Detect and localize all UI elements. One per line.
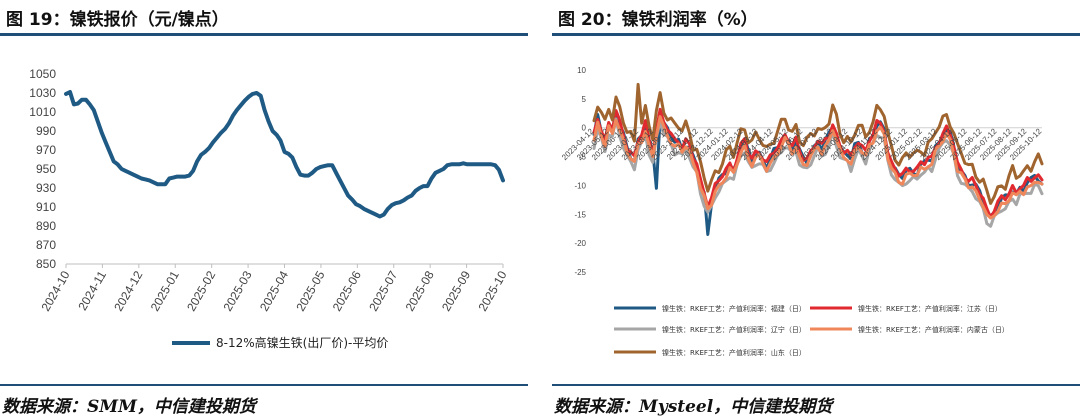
left-y-tick-label: 930 xyxy=(36,181,56,195)
right-y-tick-label: -20 xyxy=(574,239,586,248)
left-y-tick-label: 910 xyxy=(36,200,56,214)
left-y-tick-label: 870 xyxy=(36,238,56,252)
left-x-tick-label: 2025-02 xyxy=(184,268,218,313)
right-chart-title: 图 20：镍铁利润率（%） xyxy=(558,10,758,30)
right-y-tick-label: -10 xyxy=(574,181,586,190)
left-source: 数据来源：SMM，中信建投期货 xyxy=(2,397,256,417)
left-y-tick-label: 950 xyxy=(36,162,56,176)
right-legend-label: 镍生铁：RKEF工艺：产值利润率：辽宁（日） xyxy=(662,325,806,334)
left-panel: 图 19：镍铁报价（元/镍点） 1050 1030 1010 990 970 950 930… xyxy=(0,0,528,418)
right-series-line xyxy=(592,82,1044,205)
right-y-tick-label: -15 xyxy=(574,210,586,219)
right-y-tick-label: 0 xyxy=(582,124,587,133)
right-y-tick-label: -25 xyxy=(574,268,586,277)
left-x-tick-label: 2025-06 xyxy=(330,268,364,313)
right-y-tick-label: 10 xyxy=(577,66,586,75)
left-legend-label: 8-12%高镍生铁(出厂价)-平均价 xyxy=(216,335,388,350)
left-x-tick-label: 2024-10 xyxy=(38,268,72,313)
right-legend-label: 镍生铁：RKEF工艺：产值利润率：福建（日） xyxy=(662,304,806,313)
right-panel: 图 20：镍铁利润率（%） 10 5 0 -5 -10 -15 -20 -25 2023-04-… xyxy=(552,0,1080,418)
left-y-tick-label: 970 xyxy=(36,143,56,157)
left-x-tick-label: 2025-08 xyxy=(403,268,437,313)
left-chart-title: 图 19：镍铁报价（元/镍点） xyxy=(6,10,229,30)
left-y-tick-label: 890 xyxy=(36,219,56,233)
left-x-tick-label: 2025-09 xyxy=(439,268,473,313)
right-chart: 1050-5-10-15-20-252023-04-122023-05-1220… xyxy=(560,66,1044,357)
left-title-rule xyxy=(0,33,528,36)
right-legend-label: 镍生铁：RKEF工艺：产值利润率：江苏（日） xyxy=(858,304,1002,313)
right-y-tick-label: 5 xyxy=(582,95,587,104)
left-x-tick-label: 2025-04 xyxy=(257,268,291,313)
left-x-tick-label: 2025-07 xyxy=(366,268,400,313)
left-x-tick-label: 2025-10 xyxy=(475,268,509,313)
left-y-tick-label: 1030 xyxy=(29,86,56,100)
left-y-tick-label: 1050 xyxy=(29,67,56,81)
left-y-tick-label: 850 xyxy=(36,257,56,271)
right-legend-label: 镍生铁：RKEF工艺：产值利润率：山东（日） xyxy=(662,348,806,357)
left-chart: 1050103010109909709509309108908708502024… xyxy=(29,67,509,350)
left-x-tick-label: 2025-05 xyxy=(293,268,327,313)
left-y-tick-label: 1010 xyxy=(29,105,56,119)
left-bottom-rule xyxy=(0,384,528,386)
right-legend-label: 镍生铁：RKEF工艺：产值利润率：内蒙古（日） xyxy=(858,325,1009,334)
left-x-tick-label: 2024-11 xyxy=(75,268,109,313)
right-title-rule xyxy=(552,33,1080,36)
right-series-line xyxy=(592,107,1044,219)
left-x-tick-label: 2025-01 xyxy=(148,268,182,313)
right-source: 数据来源：Mysteel，中信建投期货 xyxy=(554,397,833,417)
left-y-tick-label: 990 xyxy=(36,124,56,138)
left-series-line xyxy=(64,90,505,219)
right-bottom-rule xyxy=(552,384,1080,386)
left-x-tick-label: 2024-12 xyxy=(111,268,145,313)
left-x-tick-label: 2025-03 xyxy=(221,268,255,313)
right-series-line xyxy=(592,115,1044,220)
right-y-tick-label: -5 xyxy=(579,153,587,162)
